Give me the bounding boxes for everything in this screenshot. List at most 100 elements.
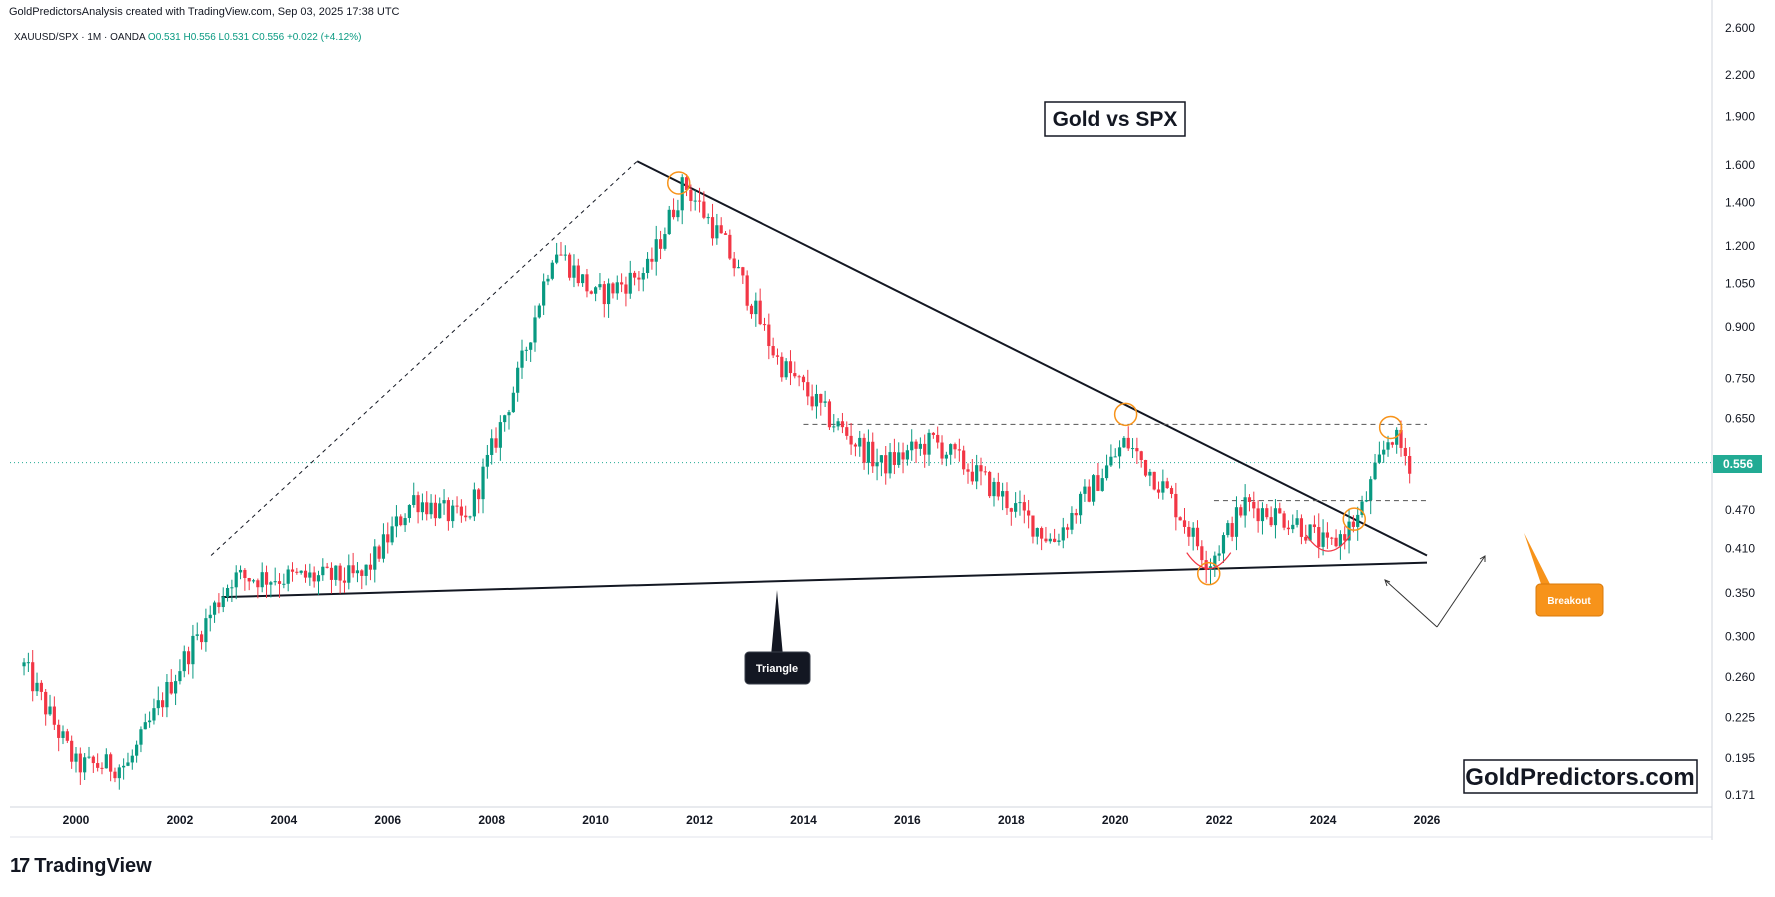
high-value: H0.556 <box>183 32 216 43</box>
candle <box>619 273 624 293</box>
candle <box>217 593 221 614</box>
candle <box>645 252 650 279</box>
chart-credit: GoldPredictorsAnalysis created with Trad… <box>9 6 400 18</box>
candle <box>394 505 399 538</box>
candle <box>282 573 286 589</box>
candle <box>875 448 879 481</box>
x-tick-label: 2026 <box>1414 813 1441 827</box>
candle <box>83 753 87 781</box>
candle-body <box>139 729 143 745</box>
candle <box>455 496 459 514</box>
candle-body <box>1256 508 1260 522</box>
candle-body <box>637 277 641 280</box>
candle-body <box>888 452 892 474</box>
candle-body <box>524 349 528 351</box>
candle <box>1269 506 1273 527</box>
title-annotation[interactable]: Gold vs SPX <box>1044 101 1186 137</box>
candle <box>1260 502 1265 535</box>
candle <box>1087 479 1091 503</box>
candle <box>199 630 204 650</box>
candle-body <box>273 581 277 583</box>
candle-body <box>1369 479 1373 501</box>
candle <box>1247 494 1252 512</box>
candle-body <box>351 565 355 574</box>
candle <box>61 725 65 745</box>
candle-body <box>832 426 836 428</box>
candle <box>1191 522 1195 551</box>
tradingview-icon: 17 <box>10 855 30 877</box>
candle <box>754 292 758 327</box>
candle <box>498 415 502 461</box>
candle-body <box>161 700 165 708</box>
candle-body <box>169 681 173 694</box>
candle-body <box>1278 508 1282 514</box>
triangle-callout[interactable]: Triangle <box>744 590 811 685</box>
candle <box>1390 441 1394 448</box>
symbol-ohlc-line[interactable]: XAUUSD/SPX · 1M · OANDA O0.531 H0.556 L0… <box>14 32 361 43</box>
candle <box>975 454 979 490</box>
candle <box>749 303 754 319</box>
candle <box>736 259 741 269</box>
candle-body <box>1243 497 1247 516</box>
candle <box>758 288 762 326</box>
candle-body <box>165 681 169 708</box>
candle-body <box>1408 456 1412 474</box>
candle <box>910 429 914 461</box>
y-tick-label: 1.200 <box>1725 239 1755 253</box>
candle <box>277 573 282 598</box>
candle <box>109 752 113 782</box>
candle-body <box>87 756 91 758</box>
price-axis[interactable]: 2.600 2.200 1.900 1.600 1.400 1.200 1.050 0.900… <box>1725 21 1755 802</box>
candle <box>1226 520 1230 538</box>
candle-body <box>407 505 412 519</box>
candle-body <box>754 300 758 315</box>
candle-body <box>1048 538 1052 542</box>
candle <box>962 445 966 475</box>
candle-body <box>1351 521 1355 527</box>
time-axis[interactable]: 2000 2002 2004 2006 2008 2010 2012 2014 2016 2018… <box>63 813 1441 827</box>
x-tick-label: 2014 <box>790 813 817 827</box>
upper-trendline-line <box>636 160 1428 557</box>
candle-body <box>403 518 407 526</box>
candle-body <box>520 350 524 368</box>
candle-body <box>91 756 95 764</box>
candle <box>135 740 139 763</box>
candle-body <box>1139 451 1143 460</box>
candle-body <box>325 566 329 568</box>
candle <box>858 430 862 457</box>
candle-body <box>1217 553 1221 556</box>
candle-body <box>542 281 546 306</box>
candle <box>204 608 208 652</box>
x-tick-label: 2010 <box>582 813 609 827</box>
candle-body <box>468 516 472 518</box>
candle-body <box>277 581 282 584</box>
candle <box>1122 435 1126 449</box>
candle-body <box>957 449 961 451</box>
candle <box>992 477 996 507</box>
tradingview-logo[interactable]: 17 TradingView <box>10 855 152 878</box>
candle-body <box>550 262 554 279</box>
candle <box>1325 522 1330 549</box>
candle <box>723 231 728 235</box>
candle-body <box>490 438 494 455</box>
candle <box>130 749 134 770</box>
candle <box>299 570 303 575</box>
candle <box>936 426 940 449</box>
candle <box>710 203 715 246</box>
candle-body <box>537 305 541 318</box>
candle-body <box>624 284 628 294</box>
breakout-callout[interactable]: Breakout <box>1524 533 1604 617</box>
candle-body <box>507 412 511 416</box>
candle <box>1113 448 1117 458</box>
candle-body <box>615 282 619 294</box>
candle-body <box>217 602 221 608</box>
candle-body <box>1148 471 1152 476</box>
candle <box>745 270 749 311</box>
candle <box>1221 532 1226 563</box>
candle-body <box>199 634 204 643</box>
candle-body <box>485 454 489 467</box>
candle-body <box>446 500 450 522</box>
candle-body <box>269 582 273 585</box>
candle <box>139 726 143 753</box>
